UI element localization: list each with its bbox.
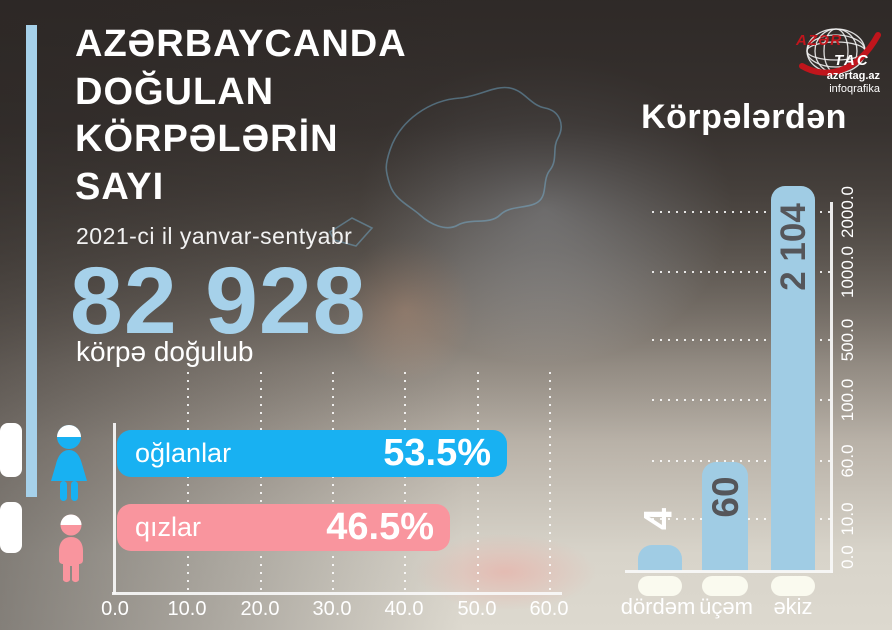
x-tick: 10.0 <box>167 598 207 620</box>
y-tick: 2000.0 <box>838 186 857 238</box>
boys-bar-label: oğlanlar <box>135 438 232 468</box>
quadruplets-bar <box>638 545 682 571</box>
twins-value: 2 104 <box>774 203 813 291</box>
triplets-value: 60 <box>705 476 746 518</box>
total-births-number: 82 928 <box>70 248 367 354</box>
quadruplets-value: 4 <box>636 507 681 531</box>
gridline <box>652 211 832 213</box>
girls-bar-label: qızlar <box>135 512 202 542</box>
y-tick: 100.0 <box>838 378 857 422</box>
gender-y-axis-line <box>113 423 116 594</box>
x-tick: 20.0 <box>240 598 280 620</box>
y-tick: 60.0 <box>838 444 857 478</box>
y-tick: 0.0 <box>838 545 857 569</box>
boy-baby-icon <box>51 425 87 501</box>
gridline <box>652 460 832 462</box>
y-tick: 500.0 <box>838 318 857 362</box>
gridline <box>549 372 551 592</box>
bar-handle <box>0 423 22 477</box>
gridline <box>404 372 406 592</box>
logo-word-tac: TAC <box>834 52 870 69</box>
bar-pedestal <box>702 576 748 596</box>
gridline <box>260 372 262 592</box>
globe-icon <box>799 28 881 76</box>
gridline <box>652 339 832 341</box>
title-line-2: DOĞULAN <box>75 70 275 113</box>
logo-word-azer: AZƏR <box>796 32 843 49</box>
girls-bar: qızlar 46.5% <box>117 504 450 551</box>
x-tick: 60.0 <box>529 598 569 620</box>
logo-tagline: infoqrafika <box>829 83 880 95</box>
title-line-4: SAYI <box>75 165 165 208</box>
title-line-1: AZƏRBAYCANDA <box>75 23 407 65</box>
gridline <box>652 271 832 273</box>
y-tick: 10.0 <box>838 502 857 536</box>
girls-bar-value: 46.5% <box>326 506 434 548</box>
total-births-caption: körpə doğulub <box>76 336 254 367</box>
twins-label: əkiz <box>773 594 813 619</box>
triplets-label: üçəm <box>699 594 753 619</box>
twins-bar <box>771 186 815 571</box>
bar-pedestal <box>638 576 682 596</box>
gridline <box>187 372 189 592</box>
left-accent-bar <box>26 25 37 497</box>
gridline <box>652 399 832 401</box>
multiples-y-axis-line <box>830 202 833 573</box>
gridline <box>477 372 479 592</box>
quadruplets-label: dördəm <box>620 594 696 619</box>
x-tick: 30.0 <box>312 598 352 620</box>
y-tick: 1000.0 <box>838 246 857 298</box>
subtitle-period: 2021-ci il yanvar-sentyabr <box>76 223 353 249</box>
multiples-chart-title: Körpələrdən <box>641 98 847 136</box>
logo-site-url: azertag.az <box>826 70 880 82</box>
page-title: AZƏRBAYCANDA DOĞULAN KÖRPƏLƏRİN SAYI <box>75 21 407 211</box>
boys-bar-value: 53.5% <box>383 432 491 474</box>
boys-bar: oğlanlar 53.5% <box>117 430 507 477</box>
title-line-3: KÖRPƏLƏRİN <box>75 118 339 160</box>
triplets-bar <box>702 462 748 571</box>
x-tick: 0.0 <box>101 598 129 620</box>
x-tick: 40.0 <box>384 598 424 620</box>
bar-handle <box>0 502 22 553</box>
x-tick: 50.0 <box>457 598 497 620</box>
gridline <box>332 372 334 592</box>
gender-x-axis-line <box>112 592 562 595</box>
multiples-x-axis-line <box>625 570 833 573</box>
girl-baby-icon <box>59 514 83 583</box>
bar-pedestal <box>771 576 815 596</box>
azertac-logo: AZƏR TAC azertag.az infoqrafika <box>790 26 882 95</box>
